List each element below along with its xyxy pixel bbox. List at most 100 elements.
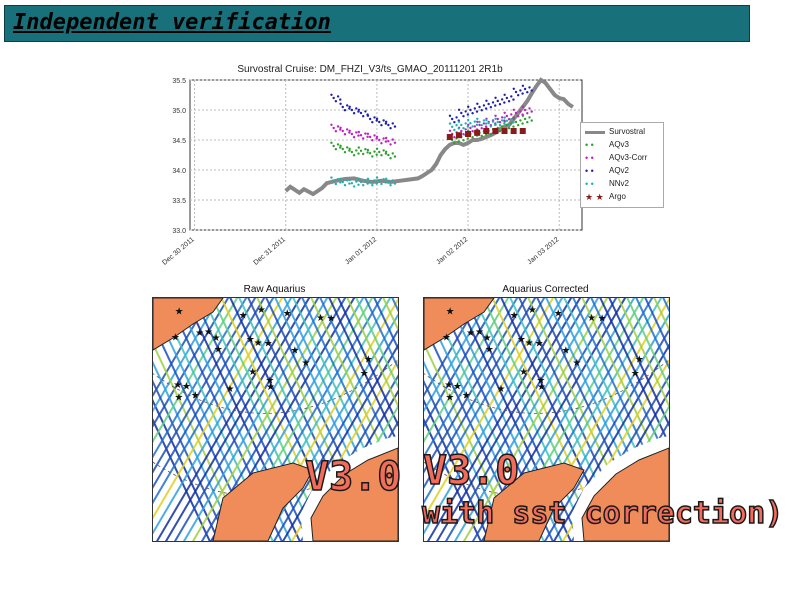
argo-float-marker: ★ (485, 344, 494, 355)
satellite-track (191, 298, 338, 541)
satellite-track (617, 298, 669, 408)
data-point (357, 134, 360, 137)
data-point (384, 177, 388, 180)
data-point (380, 124, 383, 127)
data-point (467, 123, 470, 126)
argo-point (474, 129, 481, 136)
argo-point (510, 128, 517, 134)
argo-float-marker: ★ (445, 392, 454, 403)
data-point (498, 103, 502, 106)
argo-float-marker: ★ (290, 345, 299, 356)
data-point (371, 121, 374, 124)
data-point (505, 114, 509, 118)
satellite-track (153, 379, 229, 541)
legend-item: • • AQv3 (585, 140, 663, 151)
argo-float-marker: ★ (283, 308, 292, 319)
data-point (364, 179, 367, 182)
satellite-track (424, 298, 501, 428)
satellite-track (173, 298, 320, 541)
y-tick-label: 33.5 (172, 198, 186, 205)
satellite-track (355, 298, 398, 389)
argo-float-marker: ★ (446, 307, 455, 318)
data-point (364, 148, 367, 151)
data-point (500, 125, 504, 128)
satellite-track (424, 298, 519, 459)
data-point (512, 108, 515, 111)
data-point (336, 95, 340, 98)
data-point (476, 102, 479, 105)
legend-swatch: • • (585, 179, 594, 189)
argo-float-marker: ★ (264, 338, 273, 349)
data-point (494, 117, 497, 120)
legend-label: AQv3 (609, 140, 630, 149)
data-point (352, 136, 356, 139)
plot-frame (189, 79, 583, 231)
data-point (368, 135, 372, 139)
data-point (505, 123, 509, 127)
data-point (460, 111, 463, 115)
satellite-track (552, 343, 669, 541)
argo-float-marker: ★ (587, 313, 596, 324)
data-point (516, 115, 520, 118)
data-point (496, 99, 499, 103)
data-point (364, 132, 367, 135)
data-point (348, 149, 351, 152)
argo-float-marker: ★ (561, 345, 570, 356)
data-point (469, 122, 472, 125)
antarctic-peninsula-land (212, 462, 314, 541)
argo-float-marker: ★ (453, 381, 462, 392)
header-banner: Independent verification (4, 5, 750, 42)
data-point (332, 179, 335, 182)
data-point (393, 155, 397, 158)
argo-float-marker: ★ (204, 327, 213, 338)
data-point (507, 127, 511, 130)
data-point (384, 120, 388, 123)
satellite-track (608, 298, 669, 428)
data-point (350, 182, 354, 185)
data-point (500, 119, 504, 122)
data-point (355, 131, 358, 134)
data-point (471, 136, 474, 139)
data-point (510, 113, 513, 116)
data-point (473, 107, 477, 110)
satellite-track (543, 328, 669, 541)
data-point (330, 93, 333, 96)
satellite-track (444, 298, 591, 541)
legend-label: NNv2 (609, 179, 630, 188)
data-point (364, 110, 367, 113)
data-point (387, 140, 390, 143)
data-point (373, 116, 376, 119)
x-tick-label: Jan 01 2012 (344, 236, 378, 266)
argo-float-marker: ★ (246, 334, 255, 345)
satellite-track (153, 298, 230, 428)
satellite-track (310, 298, 398, 485)
data-point (480, 134, 483, 138)
data-point (521, 84, 525, 87)
data-point (332, 96, 335, 100)
data-point (482, 122, 486, 125)
satellite-track (281, 343, 398, 541)
latitude-line (153, 439, 398, 497)
data-point (389, 127, 392, 130)
data-point (341, 147, 344, 151)
argo-float-marker: ★ (536, 375, 545, 386)
data-point (375, 176, 379, 179)
satellite-track (337, 298, 398, 428)
data-point (352, 112, 356, 115)
data-point (491, 120, 495, 123)
data-point (339, 98, 342, 101)
data-point (485, 99, 488, 102)
data-point (476, 120, 479, 123)
satellite-track (155, 298, 302, 541)
data-point (357, 110, 360, 113)
satellite-track (424, 298, 483, 397)
data-point (480, 109, 483, 112)
latitude-line (153, 359, 398, 414)
x-tick-label: Dec 30 2011 (161, 236, 196, 267)
data-point (489, 106, 493, 109)
data-point (526, 121, 529, 124)
data-point (475, 123, 479, 126)
satellite-track (153, 298, 212, 397)
data-point (507, 122, 511, 126)
argo-float-marker: ★ (497, 384, 506, 395)
